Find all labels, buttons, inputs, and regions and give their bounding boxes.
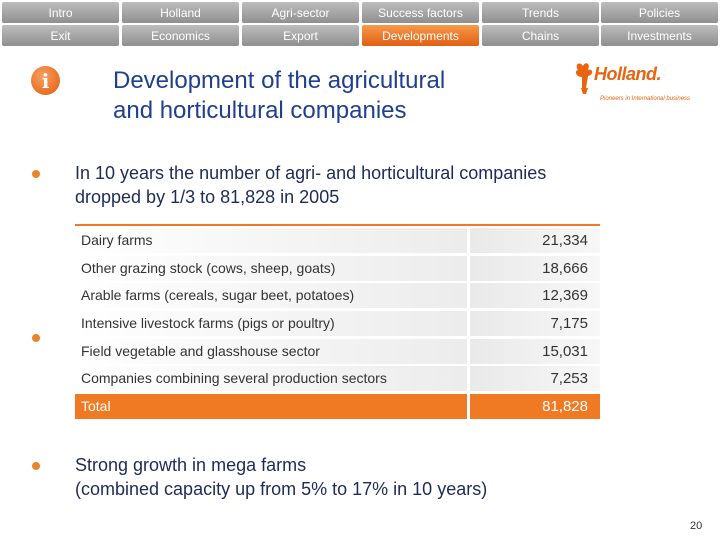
info-icon[interactable]: i (31, 66, 60, 95)
row-value: 15,031 (470, 339, 600, 364)
logo-tagline: Pioneers in International business (600, 96, 691, 102)
total-label: Total (75, 394, 467, 419)
row-value: 21,334 (470, 228, 600, 253)
row-value: 12,369 (470, 283, 600, 308)
logo-wordmark: Holland. (594, 64, 662, 84)
row-label: Field vegetable and glasshouse sector (75, 339, 467, 364)
bullet-3-line-1: Strong growth in mega farms (75, 455, 307, 475)
table-row: Arable farms (cereals, sugar beet, potat… (75, 283, 600, 308)
bullet-dot (32, 170, 40, 178)
nav-holland[interactable]: Holland (122, 2, 239, 23)
nav-trends[interactable]: Trends (482, 2, 599, 23)
table-row: Companies combining several production s… (75, 366, 600, 391)
bullet-1-line-1: In 10 years the number of agri- and hort… (75, 163, 547, 183)
nav-chains[interactable]: Chains (482, 25, 599, 46)
row-label: Companies combining several production s… (75, 366, 467, 391)
page-title: Development of the agricultural and hort… (113, 66, 543, 126)
bullet-text-3: Strong growth in mega farms (combined ca… (75, 453, 487, 501)
nav-policies[interactable]: Policies (601, 2, 718, 23)
row-label: Other grazing stock (cows, sheep, goats) (75, 256, 467, 281)
page-number: 20 (690, 520, 703, 532)
bullet-dot (32, 334, 40, 342)
table-row: Other grazing stock (cows, sheep, goats)… (75, 256, 600, 281)
row-value: 7,175 (470, 311, 600, 336)
row-value: 18,666 (470, 256, 600, 281)
row-value: 7,253 (470, 366, 600, 391)
title-line-1: Development of the agricultural (113, 67, 446, 94)
nav-agri-sector[interactable]: Agri-sector (242, 2, 359, 23)
nav-intro[interactable]: Intro (2, 2, 119, 23)
nav-economics[interactable]: Economics (122, 25, 239, 46)
tulip-logo-icon (575, 63, 593, 94)
bullet-dot (32, 462, 40, 470)
row-label: Dairy farms (75, 228, 467, 253)
table-row: Dairy farms 21,334 (75, 228, 600, 253)
table-row: Field vegetable and glasshouse sector 15… (75, 339, 600, 364)
row-label: Intensive livestock farms (pigs or poult… (75, 311, 467, 336)
title-line-2: and horticultural companies (113, 97, 407, 124)
total-value: 81,828 (470, 394, 600, 419)
bullet-3-line-2: (combined capacity up from 5% to 17% in … (75, 479, 488, 499)
nav-developments[interactable]: Developments (362, 25, 479, 46)
row-label: Arable farms (cereals, sugar beet, potat… (75, 283, 467, 308)
table-top-rule (75, 224, 600, 226)
table-row: Intensive livestock farms (pigs or poult… (75, 311, 600, 336)
nav-exit[interactable]: Exit (2, 25, 119, 46)
nav-investments[interactable]: Investments (601, 25, 718, 46)
nav-success-factors[interactable]: Success factors (362, 2, 479, 23)
nav-export[interactable]: Export (242, 25, 359, 46)
table-total-row: Total 81,828 (75, 394, 600, 419)
bullet-text-1: In 10 years the number of agri- and hort… (75, 161, 546, 209)
bullet-1-line-2: dropped by 1/3 to 81,828 in 2005 (75, 187, 340, 207)
